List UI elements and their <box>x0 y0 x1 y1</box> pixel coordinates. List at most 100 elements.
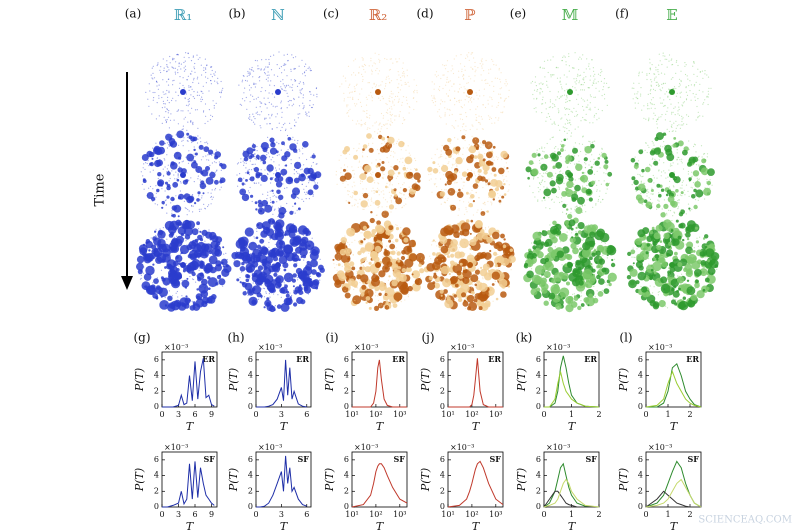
node <box>472 200 475 203</box>
node <box>257 298 260 300</box>
node <box>280 88 283 90</box>
node <box>488 145 490 147</box>
node <box>465 246 467 248</box>
node <box>383 299 385 301</box>
node <box>397 171 401 175</box>
node <box>491 58 493 61</box>
node <box>471 68 473 70</box>
node <box>163 67 165 69</box>
node <box>166 171 171 176</box>
node <box>391 284 393 286</box>
node <box>290 163 292 165</box>
node <box>411 183 419 191</box>
node <box>276 141 278 143</box>
node <box>192 56 194 58</box>
node <box>478 174 480 176</box>
node <box>397 95 399 97</box>
node <box>577 155 580 157</box>
node <box>361 181 363 183</box>
node <box>449 190 451 192</box>
node <box>305 174 307 176</box>
node <box>412 97 414 99</box>
node <box>269 171 271 173</box>
node <box>584 204 586 206</box>
node <box>263 306 266 309</box>
node <box>656 123 658 125</box>
node <box>370 172 372 174</box>
node <box>477 209 479 211</box>
node <box>199 57 201 59</box>
node <box>359 182 362 185</box>
node <box>381 143 383 145</box>
node <box>458 76 460 78</box>
node <box>463 241 466 243</box>
node <box>167 78 169 80</box>
node <box>286 84 288 86</box>
node <box>510 269 512 271</box>
node <box>379 99 381 101</box>
node <box>680 124 682 126</box>
node <box>380 166 386 172</box>
node <box>568 296 574 302</box>
node <box>267 66 269 68</box>
node <box>178 65 180 67</box>
node <box>219 91 221 93</box>
node <box>386 135 390 139</box>
node <box>368 117 371 119</box>
node <box>534 81 536 83</box>
node <box>608 86 610 88</box>
node <box>151 268 154 270</box>
node <box>295 243 297 245</box>
node <box>161 200 165 205</box>
node <box>593 285 595 287</box>
node <box>485 184 487 186</box>
node <box>573 67 575 69</box>
node <box>595 261 598 264</box>
node <box>190 120 192 122</box>
node <box>397 266 401 270</box>
node <box>188 241 197 250</box>
node <box>432 97 434 99</box>
node <box>263 69 265 71</box>
node <box>500 201 503 203</box>
node <box>462 153 464 155</box>
node <box>478 151 480 153</box>
node <box>508 189 510 191</box>
node <box>361 284 367 290</box>
node <box>534 76 537 78</box>
node <box>180 135 182 137</box>
node <box>470 275 472 277</box>
node <box>185 104 188 106</box>
node <box>595 204 597 206</box>
node <box>375 121 377 123</box>
node <box>360 240 364 244</box>
node <box>257 65 259 67</box>
node <box>248 192 250 194</box>
node <box>204 287 206 289</box>
node <box>482 186 484 189</box>
node <box>155 286 163 295</box>
node <box>404 198 407 200</box>
node <box>678 108 680 111</box>
node <box>184 97 186 99</box>
node <box>463 185 465 187</box>
node <box>298 96 300 98</box>
node <box>282 183 284 185</box>
node <box>155 234 157 237</box>
node <box>462 75 464 77</box>
node <box>475 114 477 116</box>
node <box>575 232 579 236</box>
node <box>468 240 470 242</box>
node <box>207 295 216 304</box>
node <box>583 81 586 84</box>
node <box>565 101 567 103</box>
node <box>202 92 204 94</box>
node <box>278 143 280 145</box>
node <box>290 79 292 81</box>
node <box>465 57 467 60</box>
node <box>269 260 271 262</box>
node <box>594 73 596 75</box>
node <box>287 278 289 280</box>
node <box>682 105 684 107</box>
node <box>165 93 167 95</box>
